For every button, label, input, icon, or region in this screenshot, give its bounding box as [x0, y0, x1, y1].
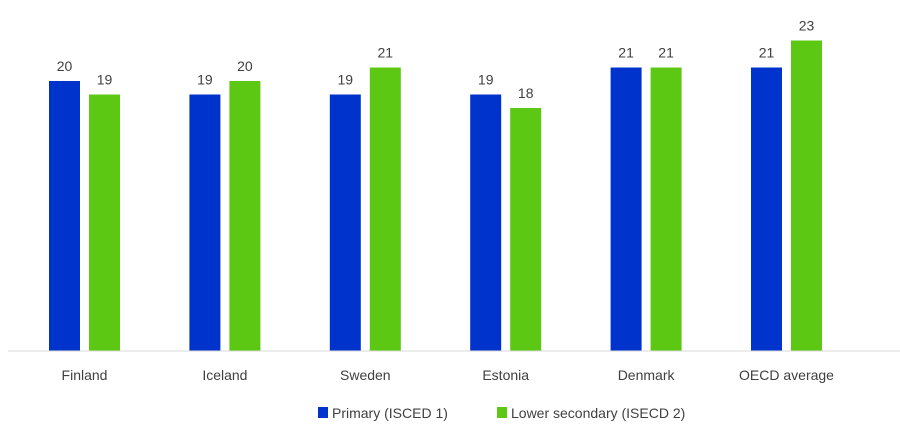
- data-label: 19: [338, 72, 354, 88]
- legend: Primary (ISCED 1) Lower secondary (ISECD …: [318, 405, 685, 421]
- bar-sweden-series-2: [369, 67, 401, 351]
- bar-estonia-series-2: [510, 108, 542, 351]
- data-label: 19: [97, 72, 113, 88]
- category-label: Finland: [62, 367, 108, 383]
- bar-denmark-series-1: [610, 67, 642, 351]
- data-label: 23: [799, 18, 815, 34]
- legend-label: Lower secondary (ISECD 2): [511, 405, 685, 421]
- legend-swatch: [318, 407, 328, 418]
- category-label: Sweden: [340, 367, 391, 383]
- category-label: Estonia: [482, 367, 529, 383]
- bar-sweden-series-1: [329, 94, 361, 351]
- data-label: 19: [197, 72, 213, 88]
- bar-finland-series-1: [49, 81, 80, 351]
- bar-oecd-average-series-2: [791, 40, 822, 351]
- bar-iceland-series-2: [229, 81, 261, 351]
- category-label: Denmark: [618, 367, 676, 383]
- category-label: OECD average: [739, 367, 834, 383]
- data-label: 21: [658, 45, 674, 61]
- data-label: 21: [378, 45, 394, 61]
- data-label: 20: [57, 58, 73, 74]
- bar-oecd-average-series-1: [751, 67, 782, 351]
- data-label: 18: [518, 85, 534, 101]
- data-labels-layer: 20 19 19 20 19 21 19 18 21 21 21 23: [57, 18, 815, 102]
- bar-iceland-series-1: [189, 94, 221, 351]
- legend-swatch: [497, 407, 507, 418]
- data-label: 21: [618, 45, 634, 61]
- bars-layer: [49, 40, 822, 351]
- category-labels-layer: Finland Iceland Sweden Estonia Denmark OECD a…: [62, 367, 835, 383]
- bar-estonia-series-1: [470, 94, 502, 351]
- data-label: 21: [759, 45, 775, 61]
- bar-denmark-series-2: [650, 67, 682, 351]
- bar-finland-series-2: [89, 94, 120, 351]
- legend-label: Primary (ISCED 1): [332, 405, 448, 421]
- data-label: 19: [478, 72, 494, 88]
- data-label: 20: [237, 58, 253, 74]
- category-label: Iceland: [202, 367, 247, 383]
